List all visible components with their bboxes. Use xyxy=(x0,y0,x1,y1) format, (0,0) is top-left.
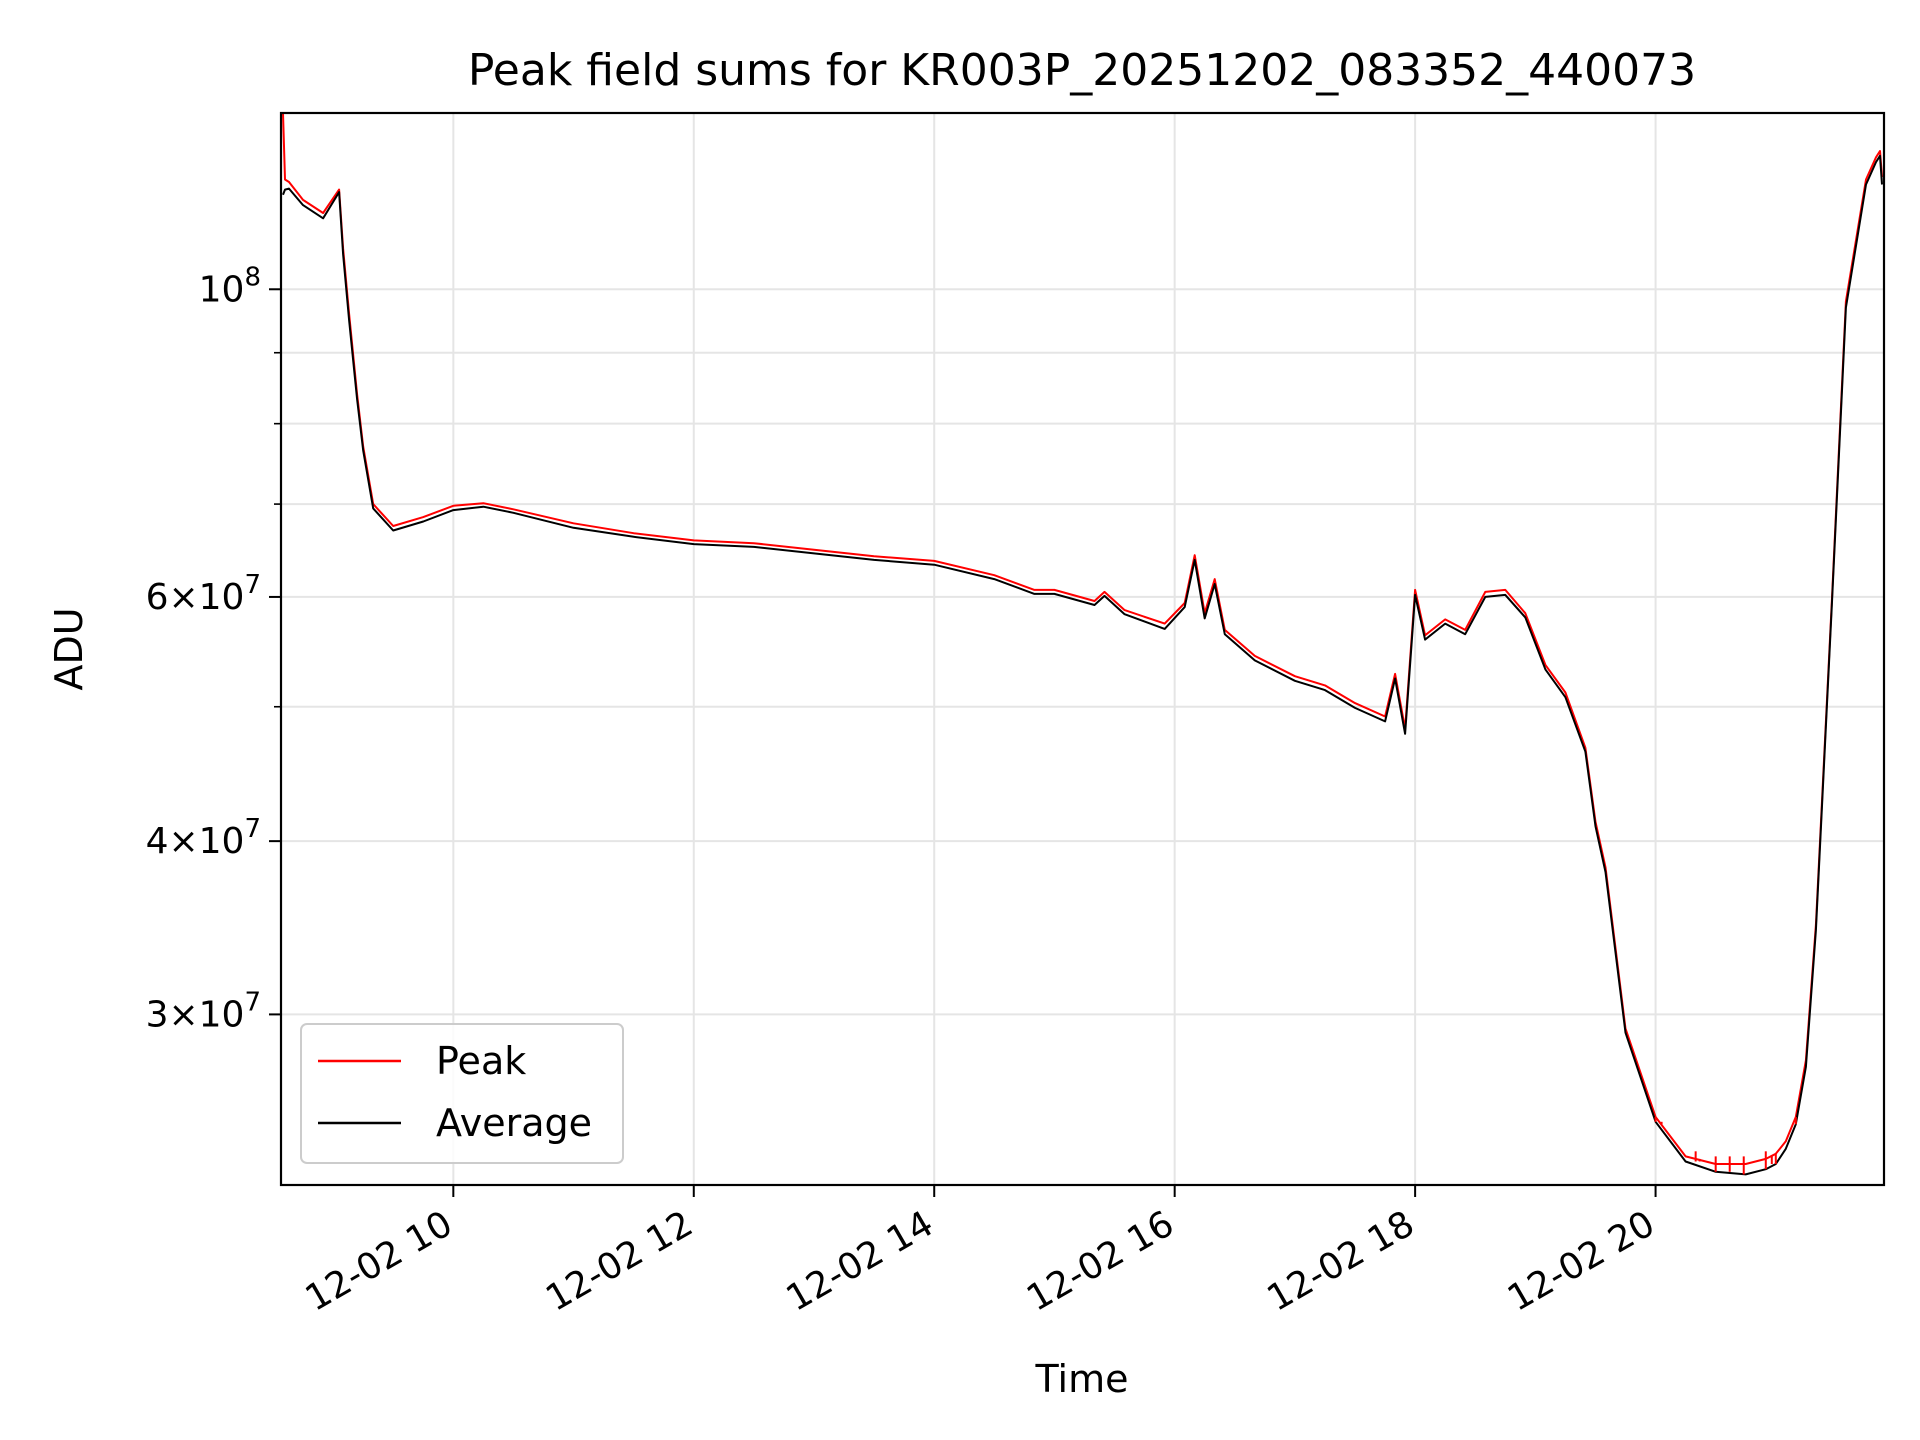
x-axis-label: Time xyxy=(1035,1357,1129,1401)
legend-box xyxy=(300,1023,624,1164)
series-line-average xyxy=(282,154,1883,1176)
y-tick-label: 3×107 xyxy=(146,987,261,1035)
y-axis-label: ADU xyxy=(47,607,91,690)
y-tick-label: 4×107 xyxy=(146,814,261,862)
grid-lines xyxy=(281,113,1884,1185)
legend: Peak Average xyxy=(300,1023,624,1164)
y-axis-ticks: 108 6×107 4×107 3×107 xyxy=(146,262,281,1035)
plot-frame xyxy=(279,111,1886,1187)
legend-peak-label: Peak xyxy=(436,1039,526,1083)
series-line-peak xyxy=(282,113,1883,1165)
chart-title: Peak field sums for KR003P_20251202_0833… xyxy=(468,45,1696,96)
y-tick-label: 108 xyxy=(199,262,261,310)
y-tick-label: 6×107 xyxy=(146,570,261,618)
series-layer xyxy=(282,113,1883,1176)
legend-average-label: Average xyxy=(436,1101,592,1145)
